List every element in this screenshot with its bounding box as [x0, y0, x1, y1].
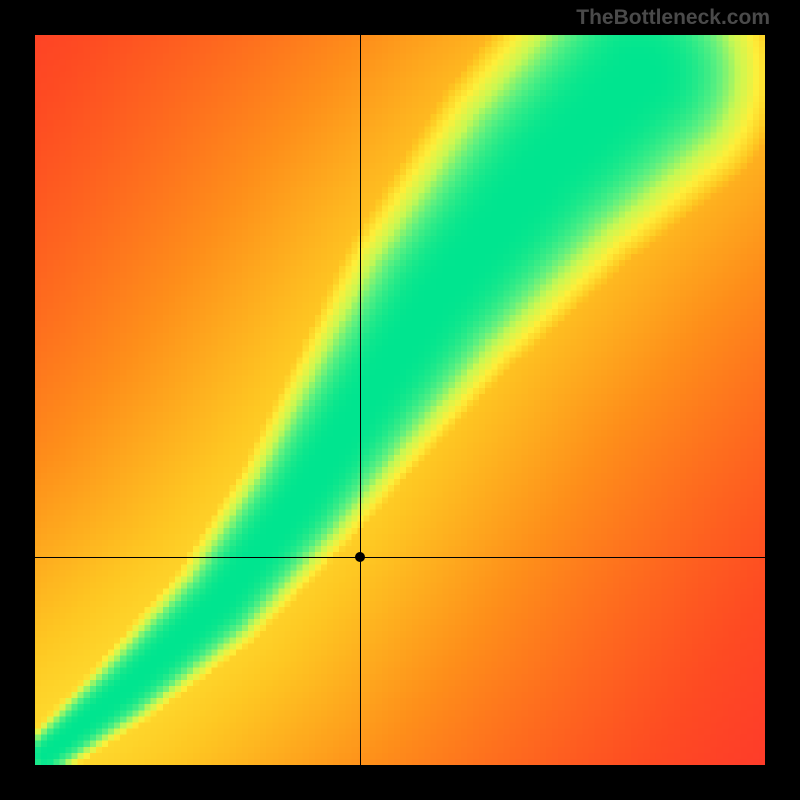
- crosshair-vertical: [360, 35, 361, 765]
- crosshair-horizontal: [35, 557, 765, 558]
- watermark-text: TheBottleneck.com: [576, 6, 770, 30]
- chart-area: [35, 35, 765, 765]
- data-point: [355, 552, 365, 562]
- heatmap-canvas: [35, 35, 765, 765]
